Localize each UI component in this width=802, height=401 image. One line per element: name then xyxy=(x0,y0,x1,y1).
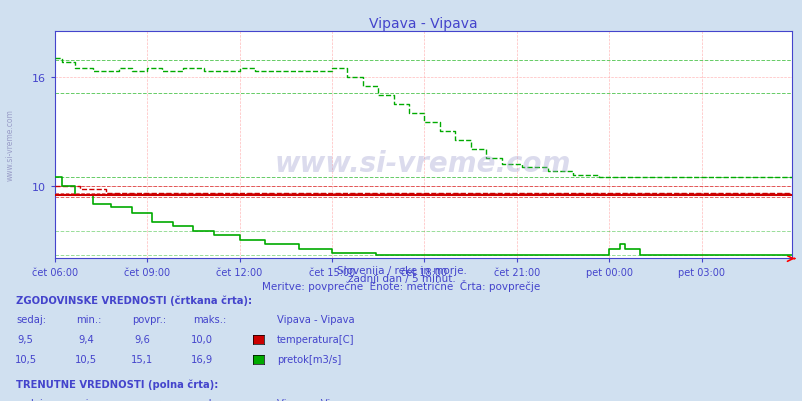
Text: sedaj:: sedaj: xyxy=(16,399,46,401)
Text: Meritve: povprečne  Enote: metrične  Črta: povprečje: Meritve: povprečne Enote: metrične Črta:… xyxy=(262,279,540,292)
Text: min.:: min.: xyxy=(76,399,102,401)
Text: zadnji dan / 5 minut.: zadnji dan / 5 minut. xyxy=(347,273,455,284)
Text: 16,9: 16,9 xyxy=(191,354,213,364)
Text: maks.:: maks.: xyxy=(192,399,225,401)
Text: 9,4: 9,4 xyxy=(78,334,94,344)
Text: 15,1: 15,1 xyxy=(131,354,153,364)
Text: Slovenija / reke in morje.: Slovenija / reke in morje. xyxy=(336,265,466,275)
Text: 9,5: 9,5 xyxy=(18,334,34,344)
Text: maks.:: maks.: xyxy=(192,315,225,324)
Text: 10,5: 10,5 xyxy=(75,354,97,364)
Text: ZGODOVINSKE VREDNOSTI (črtkana črta):: ZGODOVINSKE VREDNOSTI (črtkana črta): xyxy=(16,294,252,305)
Text: 10,5: 10,5 xyxy=(14,354,37,364)
Text: povpr.:: povpr.: xyxy=(132,315,166,324)
Text: Vipava - Vipava: Vipava - Vipava xyxy=(277,315,354,324)
Text: Vipava - Vipava: Vipava - Vipava xyxy=(277,399,354,401)
Text: povpr.:: povpr.: xyxy=(132,399,166,401)
Text: www.si-vreme.com: www.si-vreme.com xyxy=(6,109,15,180)
Text: www.si-vreme.com: www.si-vreme.com xyxy=(274,150,571,178)
Text: sedaj:: sedaj: xyxy=(16,315,46,324)
Text: pretok[m3/s]: pretok[m3/s] xyxy=(277,354,341,364)
Text: 9,6: 9,6 xyxy=(134,334,150,344)
Text: temperatura[C]: temperatura[C] xyxy=(277,334,354,344)
Title: Vipava - Vipava: Vipava - Vipava xyxy=(368,17,477,31)
Text: TRENUTNE VREDNOSTI (polna črta):: TRENUTNE VREDNOSTI (polna črta): xyxy=(16,378,218,389)
Text: 10,0: 10,0 xyxy=(191,334,213,344)
Text: min.:: min.: xyxy=(76,315,102,324)
